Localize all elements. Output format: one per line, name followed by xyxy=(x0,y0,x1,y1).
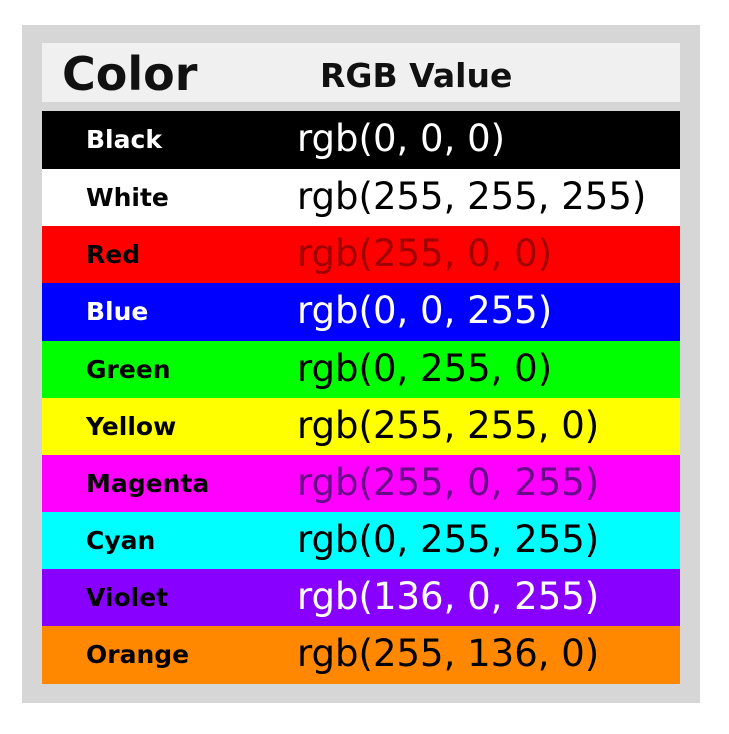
table-row: Green rgb(0, 255, 0) xyxy=(42,341,680,399)
rgb-value: rgb(0, 255, 0) xyxy=(297,347,553,390)
rgb-value: rgb(255, 0, 255) xyxy=(297,461,600,504)
rgb-value: rgb(0, 255, 255) xyxy=(297,518,600,561)
color-name: Violet xyxy=(86,583,169,612)
header-color: Color xyxy=(62,47,198,101)
color-name: Blue xyxy=(86,297,149,326)
color-name: Cyan xyxy=(86,526,156,555)
rgb-value: rgb(0, 0, 255) xyxy=(297,289,553,332)
table-row: White rgb(255, 255, 255) xyxy=(42,169,680,227)
rgb-value: rgb(255, 136, 0) xyxy=(297,632,600,675)
header-rgb: RGB Value xyxy=(320,56,513,95)
color-name: White xyxy=(86,183,169,212)
color-name: Green xyxy=(86,355,171,384)
color-name: Yellow xyxy=(86,412,177,441)
table-row: Red rgb(255, 0, 0) xyxy=(42,226,680,284)
color-name: Red xyxy=(86,240,141,269)
color-name: Orange xyxy=(86,640,190,669)
color-name: Magenta xyxy=(86,469,210,498)
table-row: Orange rgb(255, 136, 0) xyxy=(42,626,680,684)
table-row: Violet rgb(136, 0, 255) xyxy=(42,569,680,627)
table-row: Magenta rgb(255, 0, 255) xyxy=(42,455,680,513)
rgb-value: rgb(255, 255, 0) xyxy=(297,404,600,447)
table-row: Blue rgb(0, 0, 255) xyxy=(42,283,680,341)
table-row: Cyan rgb(0, 255, 255) xyxy=(42,512,680,570)
table-row: Black rgb(0, 0, 0) xyxy=(42,111,680,169)
table-row: Yellow rgb(255, 255, 0) xyxy=(42,398,680,456)
rgb-value: rgb(136, 0, 255) xyxy=(297,575,600,618)
rgb-value: rgb(0, 0, 0) xyxy=(297,117,506,160)
color-name: Black xyxy=(86,125,162,154)
table-header: Color RGB Value xyxy=(42,43,680,102)
rgb-value: rgb(255, 0, 0) xyxy=(297,232,553,275)
rgb-value: rgb(255, 255, 255) xyxy=(297,175,647,218)
